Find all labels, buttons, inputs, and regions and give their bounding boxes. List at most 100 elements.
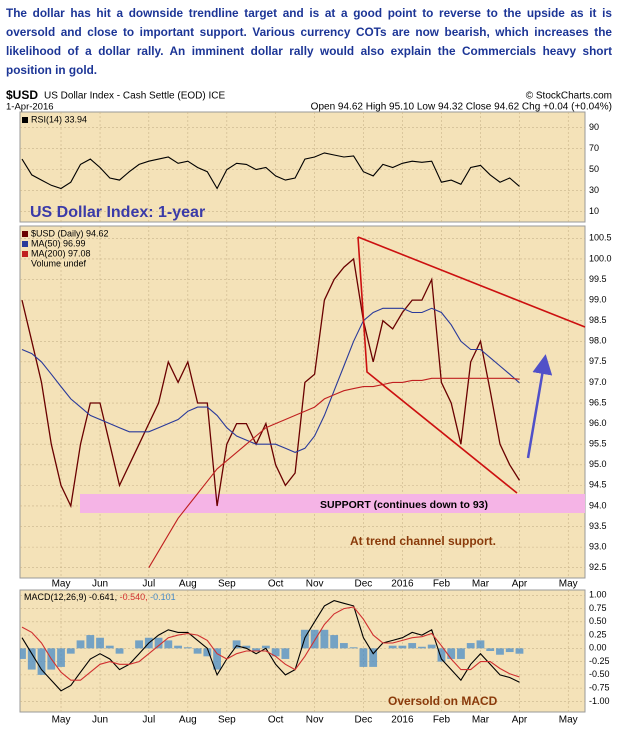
x-tick-label: May bbox=[559, 715, 578, 726]
legend-entry: Volume undef bbox=[31, 258, 87, 268]
x-tick-label: Jul bbox=[142, 715, 155, 726]
histogram-bar bbox=[135, 640, 143, 649]
histogram-bar bbox=[57, 648, 65, 667]
annotation: At trend channel support. bbox=[350, 534, 496, 548]
histogram-bar bbox=[447, 648, 456, 659]
x-tick-label: Jun bbox=[92, 715, 108, 726]
x-tick-label: Feb bbox=[433, 579, 451, 590]
y-tick-label: 99.5 bbox=[589, 274, 607, 284]
y-tick-label: -0.50 bbox=[589, 669, 610, 679]
x-tick-label: Dec bbox=[355, 579, 373, 590]
histogram-bar bbox=[193, 648, 202, 654]
histogram-bar bbox=[310, 629, 319, 649]
y-tick-label: -0.75 bbox=[589, 683, 610, 693]
instrument-name: US Dollar Index - Cash Settle (EOD) ICE bbox=[44, 91, 225, 102]
x-tick-label: Sep bbox=[218, 579, 236, 590]
trend-channel bbox=[357, 236, 518, 494]
histogram-bar bbox=[437, 648, 446, 662]
y-tick-label: 95.5 bbox=[589, 439, 607, 449]
histogram-bar bbox=[232, 640, 241, 649]
x-tick-label: May bbox=[559, 579, 578, 590]
histogram-bar bbox=[76, 640, 85, 649]
trendline bbox=[357, 236, 586, 328]
y-tick-label: 94.5 bbox=[589, 480, 607, 490]
y-tick-label: 30 bbox=[589, 185, 599, 195]
histogram-bar bbox=[330, 635, 339, 649]
x-tick-label: Oct bbox=[268, 715, 284, 726]
series-line bbox=[21, 606, 520, 681]
x-tick-label: Nov bbox=[306, 715, 324, 726]
histogram-bar bbox=[281, 648, 290, 659]
histogram-bar bbox=[27, 648, 36, 670]
histogram-bar bbox=[86, 635, 95, 649]
annotation: US Dollar Index: 1-year bbox=[30, 204, 205, 221]
series-group bbox=[21, 152, 520, 190]
histogram-bar bbox=[154, 637, 163, 649]
x-tick-label: 2016 bbox=[391, 579, 414, 590]
commentary: The dollar has hit a downside trendline … bbox=[6, 6, 612, 77]
legend-swatch bbox=[22, 231, 28, 237]
series-line bbox=[148, 377, 520, 568]
x-tick-label: May bbox=[52, 715, 71, 726]
y-tick-label: 97.5 bbox=[589, 356, 607, 366]
y-tick-label: 98.0 bbox=[589, 336, 607, 346]
legend-entry: -0.540, bbox=[120, 592, 148, 602]
y-tick-label: 0.75 bbox=[589, 603, 607, 613]
series-line bbox=[21, 600, 520, 692]
x-tick-label: Oct bbox=[268, 579, 284, 590]
y-tick-label: 99.0 bbox=[589, 294, 607, 304]
x-tick-label: Sep bbox=[218, 715, 236, 726]
source: © StockCharts.com bbox=[526, 91, 612, 102]
x-tick-label: Mar bbox=[472, 579, 490, 590]
y-tick-label: 1.00 bbox=[589, 590, 607, 600]
x-tick-label: Feb bbox=[433, 715, 451, 726]
y-tick-label: 50 bbox=[589, 164, 599, 174]
legend-swatch bbox=[22, 251, 28, 257]
histogram-bar bbox=[96, 637, 104, 649]
x-tick-label: 2016 bbox=[391, 715, 414, 726]
annotation: SUPPORT (continues down to 93) bbox=[320, 499, 488, 511]
histogram-bar bbox=[37, 648, 46, 675]
y-tick-label: 100.0 bbox=[589, 253, 612, 263]
histogram-bar bbox=[486, 648, 495, 651]
x-tick-label: Dec bbox=[355, 715, 373, 726]
histogram-bar bbox=[20, 648, 26, 659]
histogram-bar bbox=[115, 648, 124, 654]
histogram-bar bbox=[66, 648, 75, 654]
x-tick-label: May bbox=[52, 579, 71, 590]
histogram-bar bbox=[505, 648, 514, 653]
series-group bbox=[21, 257, 521, 568]
x-tick-label: Apr bbox=[512, 715, 528, 726]
symbol: $USD bbox=[6, 88, 38, 102]
histogram-bar bbox=[476, 640, 485, 649]
histogram-bar bbox=[408, 643, 417, 649]
y-tick-label: 92.5 bbox=[589, 562, 607, 572]
x-tick-label: Aug bbox=[179, 715, 197, 726]
histogram-bar bbox=[349, 647, 358, 649]
y-tick-label: 90 bbox=[589, 122, 599, 132]
histogram-bar bbox=[261, 645, 270, 649]
y-tick-label: -1.00 bbox=[589, 696, 610, 706]
y-tick-label: 0.25 bbox=[589, 629, 607, 639]
histogram-bar bbox=[369, 648, 378, 667]
y-tick-label: 96.5 bbox=[589, 397, 607, 407]
quote: Open 94.62 High 95.10 Low 94.32 Close 94… bbox=[311, 102, 612, 113]
y-tick-label: 96.0 bbox=[589, 418, 607, 428]
x-tick-label: Mar bbox=[472, 715, 490, 726]
series-group bbox=[20, 600, 524, 692]
data-layer bbox=[20, 152, 524, 692]
histogram-bar bbox=[174, 645, 182, 649]
legend-swatch bbox=[22, 241, 28, 247]
legend-entry: -0.101 bbox=[150, 592, 176, 602]
x-tick-label: Apr bbox=[512, 579, 528, 590]
annotation: Oversold on MACD bbox=[388, 694, 498, 708]
histogram-bar bbox=[320, 629, 329, 649]
histogram-bar bbox=[496, 648, 504, 655]
legend-swatch bbox=[22, 117, 28, 123]
histogram-bar bbox=[183, 647, 192, 649]
series-line bbox=[21, 152, 520, 190]
legend-entry: MACD(12,26,9) bbox=[24, 592, 87, 602]
arrow bbox=[526, 354, 553, 459]
y-tick-label: 97.0 bbox=[589, 377, 607, 387]
